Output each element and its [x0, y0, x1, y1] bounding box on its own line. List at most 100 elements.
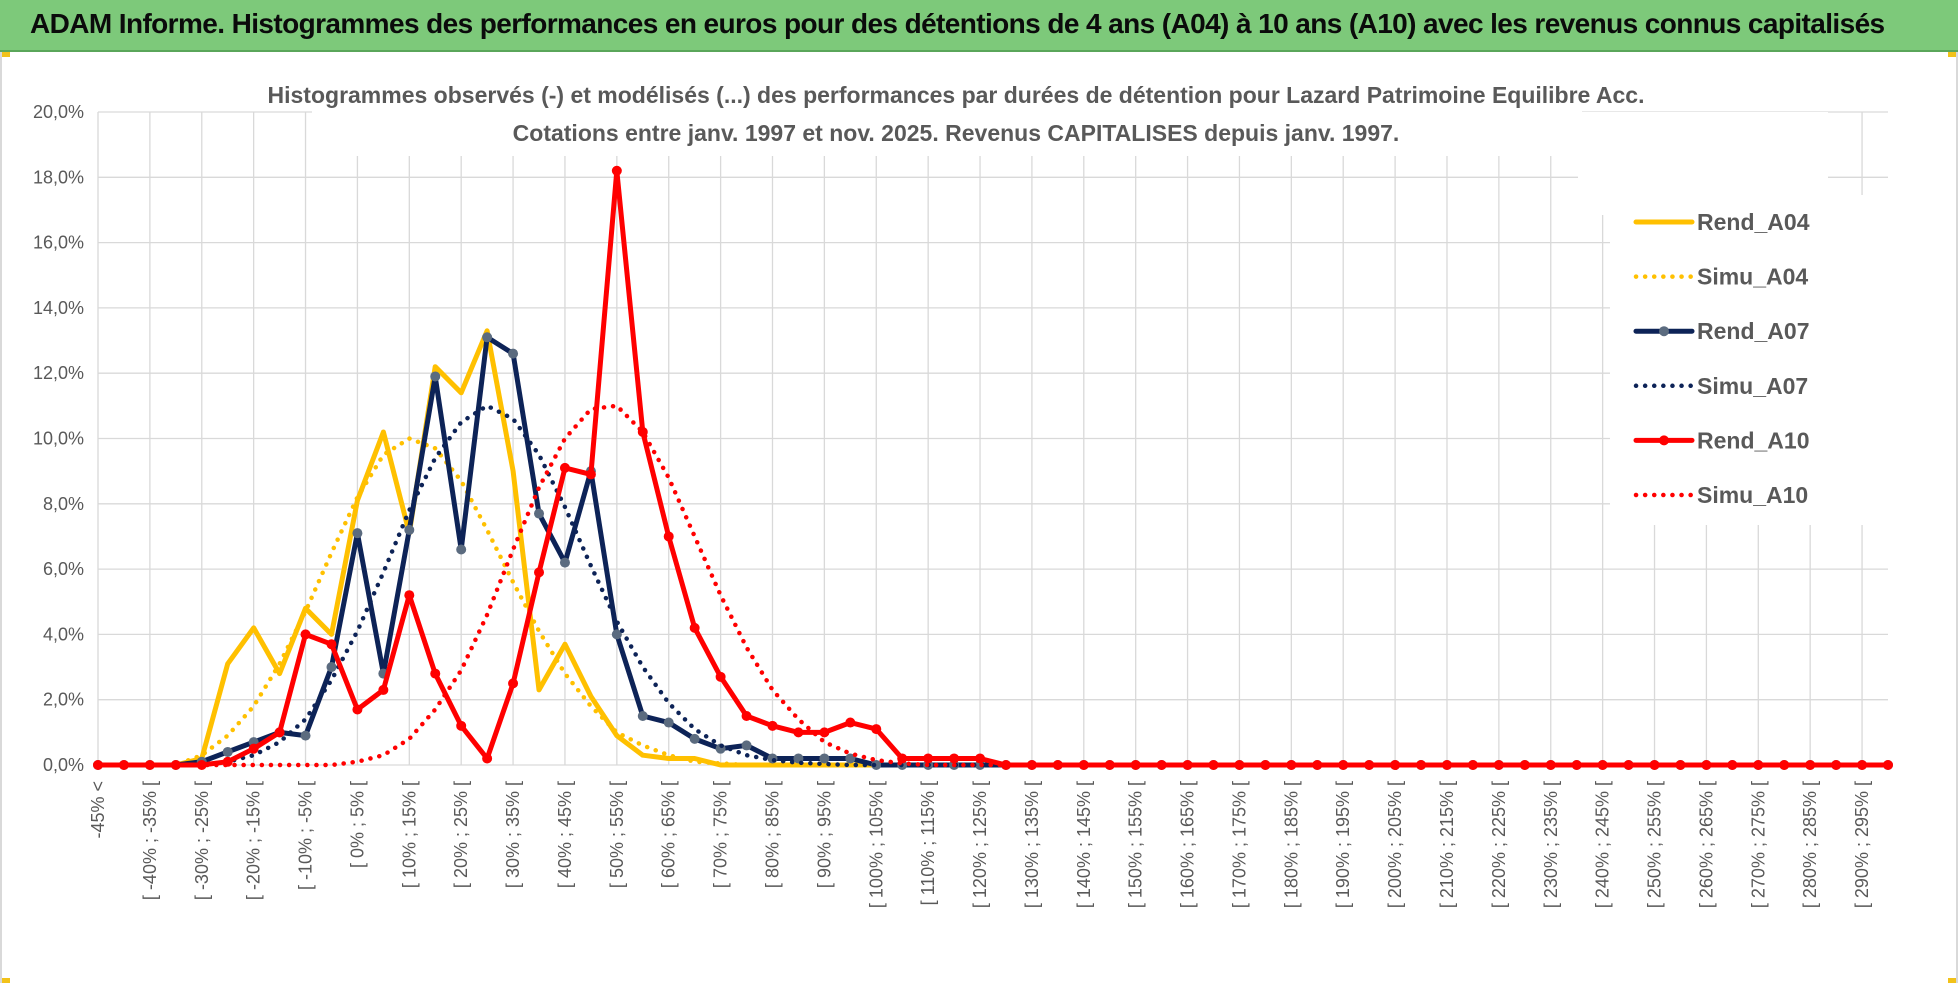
legend-label: Simu_A07 [1697, 373, 1808, 399]
point-rend_a10 [248, 743, 259, 754]
x-tick-label: [ 200% ; 205% [ [1385, 781, 1405, 908]
x-tick-label: [ 280% ; 285% [ [1800, 781, 1820, 908]
x-tick-label: [ -10% ; -5% [ [296, 781, 316, 890]
point-rend_a10 [508, 678, 519, 689]
x-tick-label: [ 20% ; 25% [ [451, 781, 471, 888]
point-rend_a10 [1753, 760, 1764, 770]
point-rend_a07 [456, 544, 467, 555]
x-tick-label: [ 240% ; 245% [ [1593, 781, 1613, 908]
x-tick-label: [ 270% ; 275% [ [1748, 781, 1768, 908]
point-rend_a10 [1000, 760, 1011, 770]
legend-label: Simu_A04 [1697, 264, 1808, 290]
point-rend_a07 [637, 711, 648, 722]
corner-accent-top-right [1948, 52, 1958, 57]
chart-frame [0, 52, 1958, 983]
series-line-simu_a07 [95, 403, 1891, 768]
y-tick-label: 20,0% [33, 102, 84, 122]
point-rend_a10 [378, 684, 389, 695]
x-tick-label: [ 0% ; 5% [ [347, 781, 367, 868]
point-rend_a10 [1545, 760, 1556, 770]
corner-accent-top-left [0, 52, 10, 57]
point-rend_a10 [144, 760, 155, 770]
point-rend_a07 [508, 348, 519, 359]
x-tick-label: [ -20% ; -15% [ [244, 781, 264, 900]
x-tick-label: [ 70% ; 75% [ [711, 781, 731, 888]
point-rend_a10 [1026, 760, 1037, 770]
point-rend_a10 [1364, 760, 1375, 770]
x-tick-label: [ 50% ; 55% [ [607, 781, 627, 888]
report-title: ADAM Informe. Histogrammes des performan… [30, 8, 1885, 39]
x-tick-label: [ 120% ; 125% [ [970, 781, 990, 908]
legend-label: Rend_A04 [1697, 209, 1810, 235]
chart-legend: Rend_A04 Simu_A04 Rend_A07 Simu_A07 Rend_A10… [1610, 195, 1890, 525]
point-rend_a10 [715, 671, 726, 682]
x-tick-label: [ -30% ; -25% [ [192, 781, 212, 900]
point-rend_a10 [1883, 760, 1893, 770]
point-rend_a10 [663, 531, 674, 542]
y-tick-label: 18,0% [33, 167, 84, 187]
chart-title-line-1: Histogrammes observés (-) et modélisés (… [268, 82, 1645, 108]
x-tick-label: [ 260% ; 265% [ [1696, 781, 1716, 908]
point-rend_a10 [1052, 760, 1063, 770]
point-rend_a07 [819, 753, 830, 764]
point-rend_a10 [482, 753, 493, 764]
x-axis-ticks: -45% < [ -40% ; -35% [[ -30% ; -25% [[ -2… [88, 781, 1872, 908]
point-rend_a07 [300, 730, 311, 741]
gridlines [97, 111, 1888, 766]
point-rend_a10 [300, 629, 311, 640]
point-rend_a10 [949, 753, 960, 764]
x-tick-label: [ 110% ; 115% [ [918, 781, 938, 905]
point-rend_a10 [326, 639, 337, 650]
point-rend_a07 [611, 629, 622, 640]
point-rend_a10 [1701, 760, 1712, 770]
point-rend_a10 [1416, 760, 1427, 770]
y-tick-label: 6,0% [43, 559, 84, 579]
point-rend_a10 [430, 668, 441, 679]
legend-marker [1659, 435, 1669, 446]
point-rend_a10 [923, 753, 934, 764]
point-rend_a10 [1727, 760, 1738, 770]
point-rend_a07 [430, 371, 441, 382]
point-rend_a10 [170, 760, 181, 770]
y-tick-label: 4,0% [43, 624, 84, 644]
x-tick-label: [ 60% ; 65% [ [659, 781, 679, 888]
x-tick-label: [ 160% ; 165% [ [1178, 781, 1198, 908]
x-tick-label: [ 210% ; 215% [ [1437, 781, 1457, 908]
x-tick-label: [ 90% ; 95% [ [814, 781, 834, 888]
point-rend_a10 [975, 753, 986, 764]
chart-title-line-2: Cotations entre janv. 1997 et nov. 2025.… [513, 120, 1400, 146]
point-rend_a10 [1182, 760, 1193, 770]
y-tick-label: 8,0% [43, 494, 84, 514]
point-rend_a10 [741, 711, 752, 722]
y-tick-label: 0,0% [43, 755, 84, 775]
point-rend_a10 [585, 469, 596, 480]
y-tick-label: 2,0% [43, 690, 84, 710]
y-tick-label: 14,0% [33, 298, 84, 318]
y-tick-label: 12,0% [33, 363, 84, 383]
x-tick-label: [ 80% ; 85% [ [762, 781, 782, 888]
point-rend_a10 [871, 724, 882, 735]
legend-label: Rend_A07 [1697, 318, 1809, 344]
x-tick-label: [ 30% ; 35% [ [503, 781, 523, 888]
point-rend_a07 [352, 528, 363, 539]
point-rend_a10 [274, 727, 285, 738]
point-rend_a07 [845, 753, 856, 764]
point-rend_a10 [611, 165, 622, 176]
point-rend_a10 [534, 567, 545, 578]
point-rend_a07 [534, 508, 545, 519]
y-tick-label: 16,0% [33, 233, 84, 253]
report-header-banner: ADAM Informe. Histogrammes des performan… [0, 0, 1958, 52]
point-rend_a10 [352, 704, 363, 715]
x-tick-label: [ 140% ; 145% [ [1074, 781, 1094, 908]
series-line-simu_a10 [95, 403, 1891, 768]
corner-accent-bottom-right [1948, 978, 1958, 983]
point-rend_a07 [767, 753, 778, 764]
point-rend_a10 [1234, 760, 1245, 770]
point-rend_a07 [559, 557, 570, 568]
x-tick-label: [ 180% ; 185% [ [1281, 781, 1301, 908]
x-tick-label: [ 290% ; 295% [ [1852, 781, 1872, 908]
y-tick-label: 10,0% [33, 429, 84, 449]
point-rend_a07 [404, 524, 415, 535]
point-rend_a10 [1571, 760, 1582, 770]
